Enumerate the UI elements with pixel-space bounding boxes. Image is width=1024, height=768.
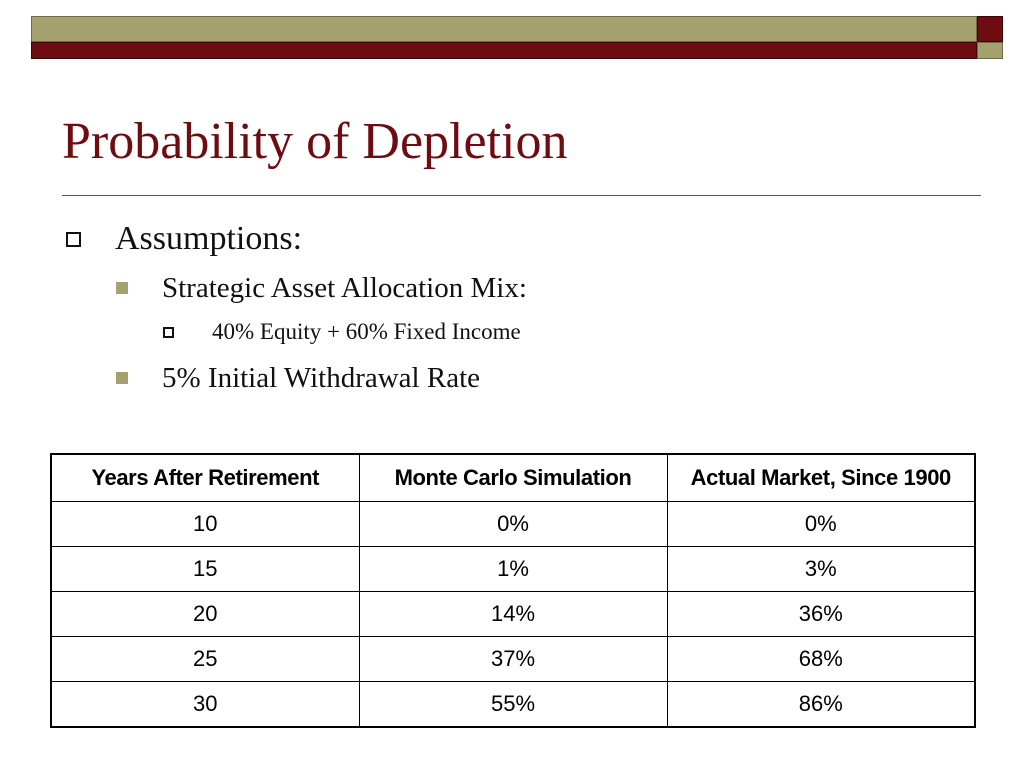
table-row: 20 14% 36% bbox=[50, 591, 976, 637]
filled-square-bullet-icon bbox=[116, 372, 128, 384]
header-maroon-bar bbox=[31, 42, 977, 59]
bullet-assumptions: Assumptions: bbox=[66, 217, 302, 261]
filled-square-bullet-icon bbox=[116, 282, 128, 294]
cell-actual-market: 36% bbox=[666, 591, 976, 637]
bullet-withdrawal-text: 5% Initial Withdrawal Rate bbox=[162, 361, 481, 394]
bullet-withdrawal: 5% Initial Withdrawal Rate bbox=[116, 358, 480, 398]
header-olive-bar bbox=[31, 16, 977, 42]
cell-actual-market: 68% bbox=[666, 636, 976, 682]
bullet-mix: 40% Equity + 60% Fixed Income bbox=[163, 316, 521, 348]
cell-monte-carlo: 37% bbox=[358, 636, 668, 682]
cell-actual-market: 0% bbox=[666, 501, 976, 547]
header-maroon-square bbox=[977, 16, 1003, 42]
slide-title: Probability of Depletion bbox=[62, 113, 568, 170]
header-monte-carlo: Monte Carlo Simulation bbox=[358, 453, 668, 502]
cell-years: 20 bbox=[50, 591, 360, 637]
cell-years: 30 bbox=[50, 681, 360, 728]
table-header-row: Years After Retirement Monte Carlo Simul… bbox=[50, 453, 976, 502]
bullet-assumptions-text: Assumptions: bbox=[115, 220, 303, 257]
cell-monte-carlo: 55% bbox=[358, 681, 668, 728]
cell-years: 10 bbox=[50, 501, 360, 547]
cell-monte-carlo: 1% bbox=[358, 546, 668, 592]
header-actual-market: Actual Market, Since 1900 bbox=[666, 453, 976, 502]
cell-actual-market: 86% bbox=[666, 681, 976, 728]
bullet-allocation-text: Strategic Asset Allocation Mix: bbox=[162, 271, 527, 304]
depletion-table: Years After Retirement Monte Carlo Simul… bbox=[50, 453, 976, 728]
table-row: 10 0% 0% bbox=[50, 501, 976, 547]
title-divider bbox=[62, 195, 981, 196]
bullet-mix-text: 40% Equity + 60% Fixed Income bbox=[212, 319, 521, 344]
cell-actual-market: 3% bbox=[666, 546, 976, 592]
table-row: 30 55% 86% bbox=[50, 681, 976, 728]
cell-monte-carlo: 14% bbox=[358, 591, 668, 637]
table-row: 15 1% 3% bbox=[50, 546, 976, 592]
bullet-allocation: Strategic Asset Allocation Mix: bbox=[116, 268, 527, 308]
hollow-square-bullet-icon bbox=[163, 326, 174, 338]
header-years: Years After Retirement bbox=[50, 453, 360, 502]
header-olive-square bbox=[977, 42, 1003, 59]
table-row: 25 37% 68% bbox=[50, 636, 976, 682]
cell-monte-carlo: 0% bbox=[358, 501, 668, 547]
hollow-square-bullet-icon bbox=[66, 231, 81, 247]
cell-years: 15 bbox=[50, 546, 360, 592]
cell-years: 25 bbox=[50, 636, 360, 682]
